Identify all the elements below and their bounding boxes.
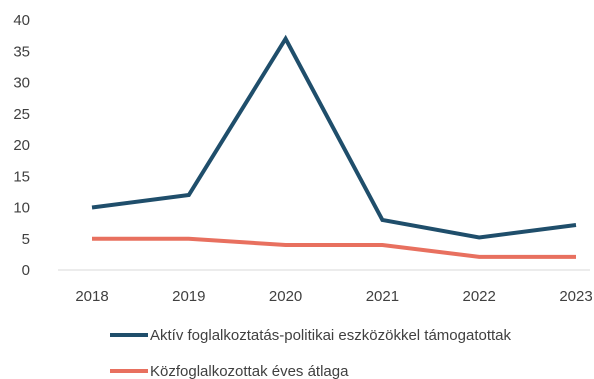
x-tick-label: 2021 <box>366 288 399 305</box>
y-tick-label: 35 <box>13 43 30 60</box>
x-tick-label: 2019 <box>172 288 205 305</box>
y-tick-label: 0 <box>22 262 30 279</box>
y-tick-label: 10 <box>13 200 30 217</box>
series-lines <box>91 34 577 259</box>
y-axis-ticks: 0 5 10 15 20 25 30 35 40 <box>13 12 30 279</box>
series-line-1 <box>91 34 577 240</box>
x-axis-ticks: 2018 2019 2020 2021 2022 2023 <box>75 288 592 305</box>
x-tick-label: 2022 <box>463 288 496 305</box>
legend: Aktív foglalkoztatás-politikai eszközökk… <box>110 327 512 379</box>
y-tick-label: 15 <box>13 168 30 185</box>
y-tick-label: 25 <box>13 106 30 123</box>
x-tick-label: 2023 <box>559 288 592 305</box>
y-tick-label: 30 <box>13 75 30 92</box>
y-tick-label: 20 <box>13 137 30 154</box>
series-line-2 <box>92 236 576 259</box>
y-tick-label: 40 <box>13 12 30 29</box>
y-tick-label: 5 <box>22 231 30 248</box>
legend-label-1: Aktív foglalkoztatás-politikai eszközökk… <box>150 327 512 344</box>
x-tick-label: 2018 <box>75 288 108 305</box>
x-tick-label: 2020 <box>269 288 302 305</box>
legend-label-2: Közfoglalkozottak éves átlaga <box>150 363 349 379</box>
